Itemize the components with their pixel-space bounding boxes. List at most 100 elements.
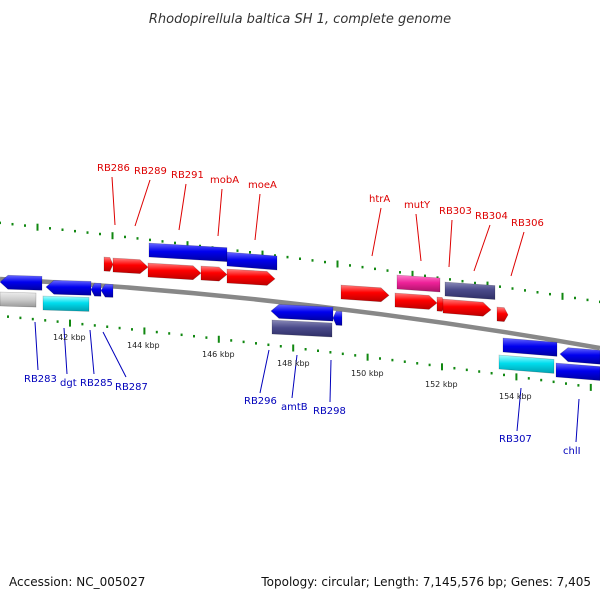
gene-label[interactable]: RB283	[24, 374, 57, 385]
gene-arrow[interactable]	[496, 306, 509, 322]
minor-tick	[354, 354, 357, 357]
gene-label[interactable]: RB306	[511, 218, 544, 229]
minor-tick	[403, 360, 406, 363]
gene-arrow[interactable]	[0, 291, 37, 308]
gene-labels-reverse: RB283 dgt RB285 RB287 RB296 amtB RB298 R…	[24, 374, 581, 457]
gene-arrow[interactable]	[394, 292, 438, 310]
minor-tick	[267, 343, 270, 347]
minor-tick	[527, 377, 530, 380]
minor-tick	[474, 281, 476, 285]
scale-label: 144 kbp	[127, 341, 160, 350]
gene-arrow[interactable]	[442, 298, 492, 317]
major-tick	[36, 223, 39, 231]
leader-line	[254, 193, 261, 241]
gene-arrow[interactable]	[148, 242, 228, 262]
minor-tick	[279, 345, 282, 348]
minor-tick	[586, 298, 589, 302]
leader-line	[329, 359, 332, 403]
gene-arrow[interactable]	[226, 251, 278, 271]
gene-arrow[interactable]	[0, 274, 43, 291]
scale-label: 142 kbp	[53, 333, 86, 342]
scale-label: 152 kbp	[425, 380, 458, 389]
gene-arrow[interactable]	[498, 354, 555, 374]
gene-label[interactable]: RB286	[97, 163, 130, 174]
gene-arrow[interactable]	[45, 279, 92, 296]
gene-label[interactable]: RB289	[134, 166, 167, 177]
gene-label[interactable]: RB298	[313, 406, 346, 417]
minor-tick	[565, 382, 567, 385]
minor-tick	[236, 249, 239, 252]
leader-line	[575, 398, 580, 443]
minor-tick	[205, 336, 208, 339]
gene-arrow[interactable]	[444, 281, 496, 300]
minor-tick	[428, 363, 431, 367]
gene-arrow[interactable]	[271, 319, 333, 338]
minor-tick	[286, 255, 289, 259]
minor-tick	[329, 351, 332, 354]
gene-arrow[interactable]	[42, 295, 90, 312]
gene-arrow[interactable]	[332, 310, 343, 326]
minor-tick	[379, 357, 381, 360]
minor-tick	[99, 232, 101, 236]
gene-arrow[interactable]	[112, 257, 149, 274]
gene-arrow[interactable]	[103, 256, 114, 272]
gene-label[interactable]: RB307	[499, 434, 532, 445]
minor-tick	[93, 324, 96, 327]
gene-arrow[interactable]	[270, 304, 334, 322]
minor-tick	[74, 229, 76, 233]
minor-tick	[317, 349, 319, 353]
scale-label: 148 kbp	[277, 359, 310, 368]
gene-arrow[interactable]	[90, 282, 102, 297]
leader-line	[371, 207, 382, 257]
minor-tick	[361, 265, 364, 269]
gene-label[interactable]: RB291	[171, 170, 204, 181]
gene-arrow[interactable]	[396, 274, 441, 293]
major-tick	[111, 232, 114, 240]
gene-arrow[interactable]	[502, 337, 558, 357]
gene-label[interactable]: moeA	[248, 180, 277, 191]
gene-label[interactable]: amtB	[281, 402, 308, 413]
gene-label[interactable]: mobA	[210, 175, 239, 186]
minor-tick	[399, 271, 401, 274]
gene-label[interactable]: RB304	[475, 211, 508, 222]
gene-labels-forward: RB286 RB289 RB291 mobA moeA htrA mutY RB…	[97, 163, 544, 229]
leader-line	[89, 329, 95, 375]
map-title: Rhodopirellula baltica SH 1, complete ge…	[149, 12, 451, 27]
gene-arrow[interactable]	[559, 347, 600, 365]
minor-tick	[503, 373, 505, 377]
minor-tick	[536, 291, 539, 294]
minor-tick	[324, 260, 326, 264]
minor-tick	[424, 274, 426, 278]
major-tick	[411, 270, 414, 278]
gene-arrow[interactable]	[226, 268, 276, 286]
gene-arrow[interactable]	[147, 262, 202, 281]
gene-label[interactable]: dgt	[60, 378, 77, 389]
minor-tick	[81, 322, 84, 326]
minor-tick	[490, 371, 493, 375]
scale-label: 154 kbp	[499, 392, 532, 401]
minor-tick	[436, 276, 439, 279]
minor-tick	[524, 289, 526, 292]
gene-label[interactable]: htrA	[369, 194, 390, 205]
gene-label[interactable]: RB285	[80, 378, 113, 389]
minor-tick	[577, 384, 580, 387]
gene-arrow[interactable]	[555, 362, 600, 381]
gene-arrow[interactable]	[340, 284, 390, 303]
gene-arrow[interactable]	[100, 283, 114, 298]
minor-tick	[416, 362, 419, 365]
leader-line	[291, 354, 298, 399]
minor-tick	[374, 267, 376, 271]
major-tick	[589, 383, 592, 391]
scale-label: 146 kbp	[202, 350, 235, 359]
leader-line	[111, 176, 116, 226]
gene-label[interactable]: RB296	[244, 396, 277, 407]
gene-label[interactable]: RB287	[115, 382, 148, 393]
gene-label[interactable]: RB303	[439, 206, 472, 217]
gene-label[interactable]: mutY	[404, 200, 431, 211]
minor-tick	[44, 319, 47, 322]
gene-arrow[interactable]	[200, 265, 228, 282]
minor-tick	[511, 287, 514, 290]
gene-label[interactable]: chlI	[563, 446, 581, 457]
minor-tick	[574, 296, 576, 300]
